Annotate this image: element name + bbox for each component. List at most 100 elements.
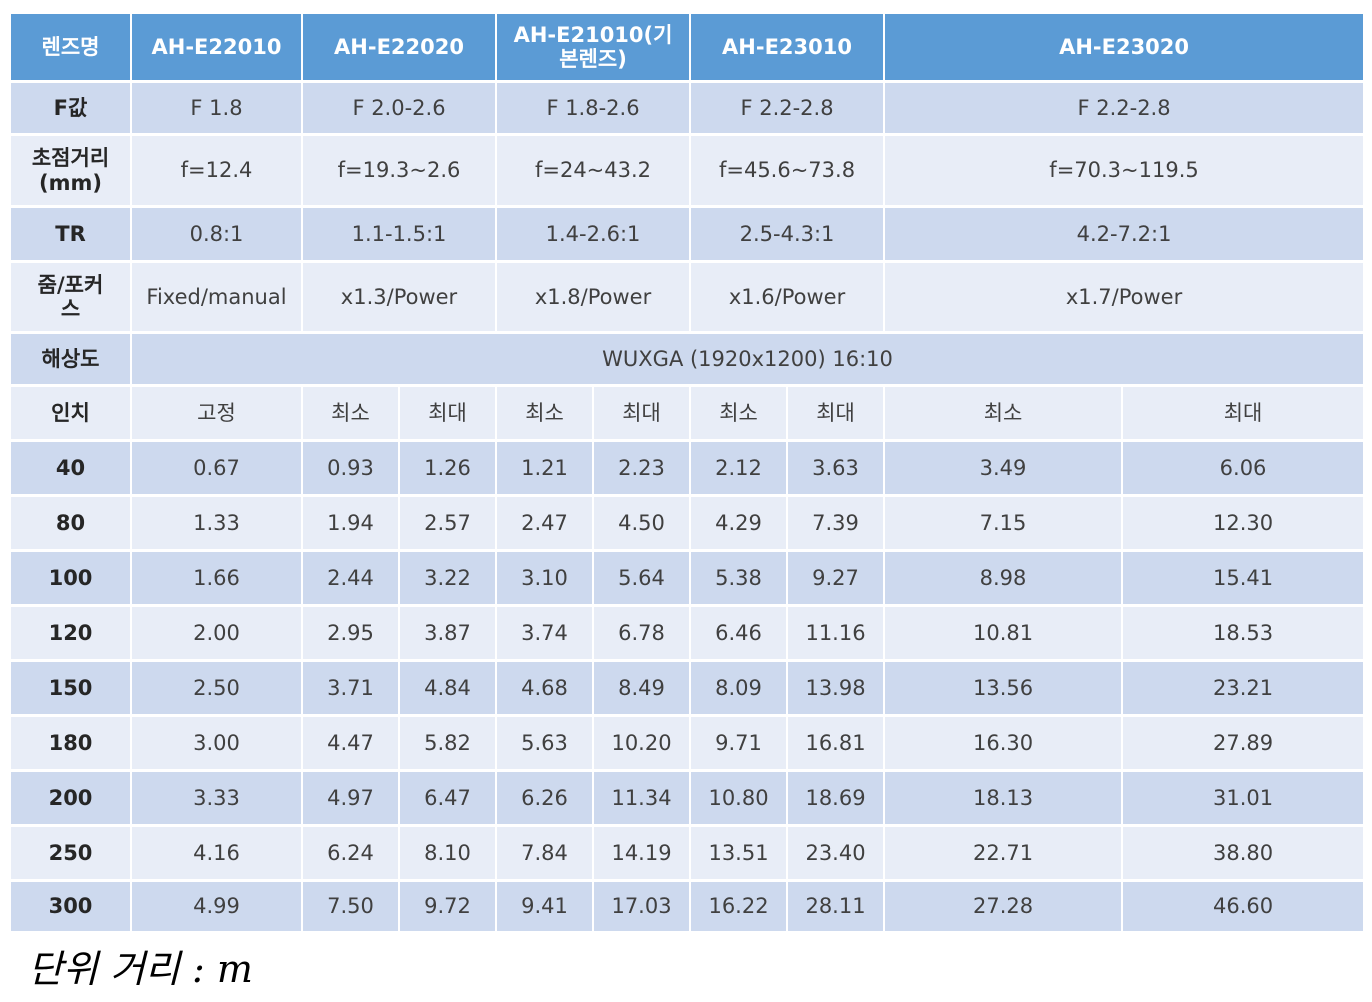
distance-value-cell: 1.33 [132,497,303,552]
distance-value-cell: 4.29 [691,497,789,552]
distance-value-cell: 4.97 [303,772,400,827]
distance-value-cell: 2.23 [594,442,692,497]
distance-value-cell: 4.50 [594,497,692,552]
distance-value-cell: 11.34 [594,772,692,827]
spec-cell: f=45.6~73.8 [691,136,886,208]
distance-value-cell: 4.84 [400,662,498,717]
focal-length-row: 초점거리 (mm) f=12.4 f=19.3~2.6 f=24~43.2 f=… [11,136,1364,208]
distance-col-header: 최대 [594,387,692,442]
row-label: 초점거리 (mm) [11,136,132,208]
spec-cell: x1.3/Power [303,263,498,334]
spec-cell: x1.8/Power [497,263,692,334]
lens-spec-table: 렌즈명 AH-E22010 AH-E22020 AH-E21010(기본렌즈) … [11,14,1364,934]
f-value-row: F값 F 1.8 F 2.0-2.6 F 1.8-2.6 F 2.2-2.8 F… [11,83,1364,136]
distance-value-cell: 3.74 [497,607,595,662]
tr-row: TR 0.8:1 1.1-1.5:1 1.4-2.6:1 2.5-4.3:1 4… [11,208,1364,263]
spec-cell: F 2.2-2.8 [691,83,886,136]
inch-size-cell: 40 [11,442,132,497]
zoom-focus-row: 줌/포커스 Fixed/manual x1.3/Power x1.8/Power… [11,263,1364,334]
distance-value-cell: 12.30 [1123,497,1364,552]
distance-value-cell: 9.41 [497,882,595,934]
distance-value-cell: 16.30 [885,717,1124,772]
distance-value-cell: 5.63 [497,717,595,772]
inch-size-cell: 180 [11,717,132,772]
distance-value-cell: 6.06 [1123,442,1364,497]
distance-value-cell: 14.19 [594,827,692,882]
distance-value-cell: 31.01 [1123,772,1364,827]
distance-value-cell: 3.22 [400,552,498,607]
distance-rows: 40 0.67 0.93 1.26 1.21 2.23 2.12 3.63 3.49 6.06 80… [11,442,1364,934]
table-row: 200 3.33 4.97 6.47 6.26 11.34 10.80 18.69 18.13 3… [11,772,1364,827]
row-label: 해상도 [11,334,132,387]
distance-value-cell: 4.47 [303,717,400,772]
distance-value-cell: 13.56 [885,662,1124,717]
inch-header: 인치 [11,387,132,442]
distance-value-cell: 8.09 [691,662,789,717]
spec-cell: Fixed/manual [132,263,303,334]
distance-col-header: 최소 [885,387,1124,442]
distance-value-cell: 2.47 [497,497,595,552]
unit-note: 단위 거리 : m [28,947,253,991]
table-row: 180 3.00 4.47 5.82 5.63 10.20 9.71 16.81 16.30 27… [11,717,1364,772]
table-row: 150 2.50 3.71 4.84 4.68 8.49 8.09 13.98 13.56 23.… [11,662,1364,717]
table-row: 120 2.00 2.95 3.87 3.74 6.78 6.46 11.16 10.81 18.… [11,607,1364,662]
spec-cell: 1.1-1.5:1 [303,208,498,263]
spec-cell: F 1.8 [132,83,303,136]
spec-cell: F 2.2-2.8 [885,83,1364,136]
distance-value-cell: 2.00 [132,607,303,662]
distance-value-cell: 7.50 [303,882,400,934]
distance-value-cell: 17.03 [594,882,692,934]
distance-value-cell: 3.10 [497,552,595,607]
inch-size-cell: 300 [11,882,132,934]
inch-size-cell: 80 [11,497,132,552]
spec-cell: 0.8:1 [132,208,303,263]
distance-value-cell: 22.71 [885,827,1124,882]
distance-value-cell: 6.24 [303,827,400,882]
distance-value-cell: 0.93 [303,442,400,497]
distance-value-cell: 18.53 [1123,607,1364,662]
distance-value-cell: 3.71 [303,662,400,717]
distance-value-cell: 2.50 [132,662,303,717]
distance-value-cell: 8.98 [885,552,1124,607]
model-header-row: 렌즈명 AH-E22010 AH-E22020 AH-E21010(기본렌즈) … [11,14,1364,83]
distance-value-cell: 3.49 [885,442,1124,497]
distance-value-cell: 10.20 [594,717,692,772]
model-header: AH-E22020 [303,14,498,83]
inch-size-cell: 100 [11,552,132,607]
distance-value-cell: 1.66 [132,552,303,607]
distance-value-cell: 3.33 [132,772,303,827]
distance-value-cell: 2.57 [400,497,498,552]
spec-cell: 2.5-4.3:1 [691,208,886,263]
distance-value-cell: 6.26 [497,772,595,827]
distance-value-cell: 8.49 [594,662,692,717]
spec-cell: 4.2-7.2:1 [885,208,1364,263]
distance-col-header: 최소 [303,387,400,442]
distance-value-cell: 10.80 [691,772,789,827]
model-header: AH-E23020 [885,14,1364,83]
distance-value-cell: 7.15 [885,497,1124,552]
model-header: AH-E21010(기본렌즈) [497,14,692,83]
distance-value-cell: 10.81 [885,607,1124,662]
distance-value-cell: 18.13 [885,772,1124,827]
spec-cell: f=70.3~119.5 [885,136,1364,208]
distance-value-cell: 5.82 [400,717,498,772]
distance-value-cell: 3.00 [132,717,303,772]
distance-value-cell: 3.87 [400,607,498,662]
distance-value-cell: 13.98 [788,662,886,717]
distance-value-cell: 2.95 [303,607,400,662]
distance-value-cell: 27.89 [1123,717,1364,772]
distance-value-cell: 5.64 [594,552,692,607]
distance-value-cell: 9.71 [691,717,789,772]
distance-value-cell: 16.22 [691,882,789,934]
distance-value-cell: 4.16 [132,827,303,882]
distance-value-cell: 6.78 [594,607,692,662]
resolution-row: 해상도 WUXGA (1920x1200) 16:10 [11,334,1364,387]
inch-size-cell: 200 [11,772,132,827]
model-header: AH-E23010 [691,14,886,83]
spec-cell: f=24~43.2 [497,136,692,208]
distance-value-cell: 4.68 [497,662,595,717]
inch-size-cell: 150 [11,662,132,717]
inch-size-cell: 250 [11,827,132,882]
distance-value-cell: 11.16 [788,607,886,662]
spec-cell: 1.4-2.6:1 [497,208,692,263]
